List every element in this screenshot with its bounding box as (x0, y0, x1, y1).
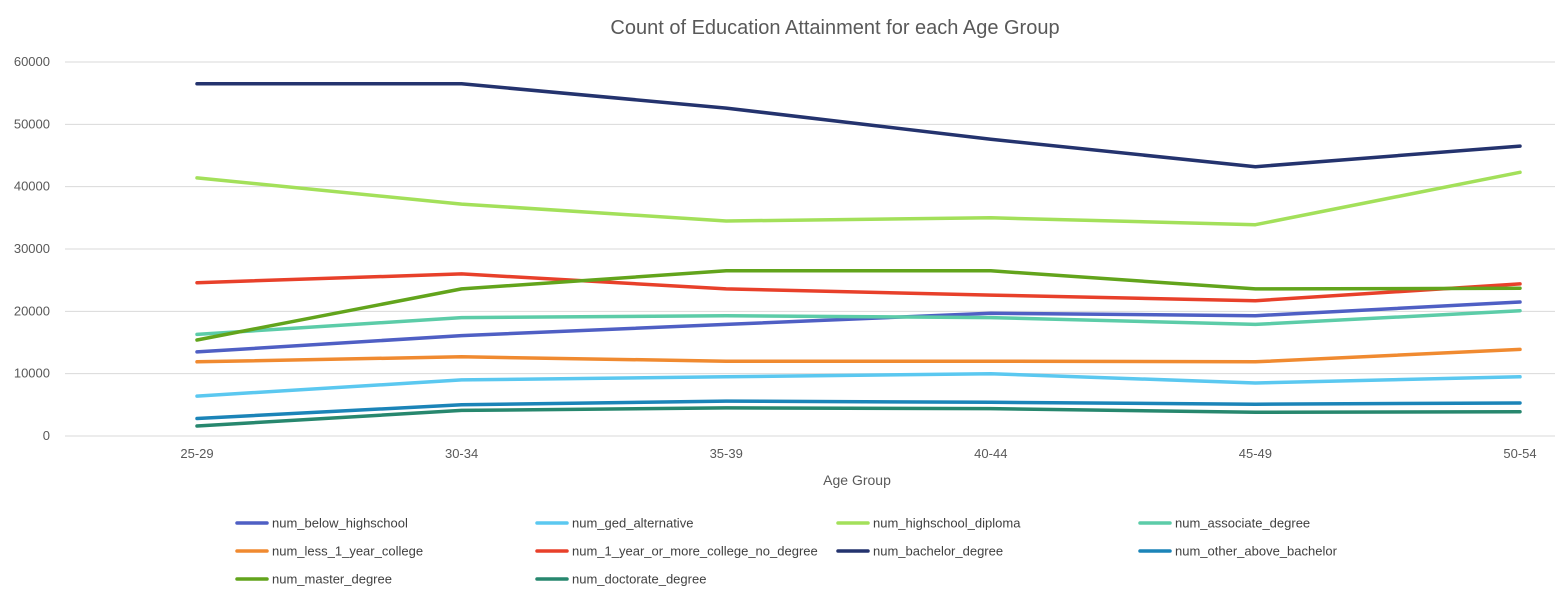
series-line-num-less-1-year-college (195, 347, 1522, 364)
y-axis-ticks: 0 10000 20000 30000 40000 50000 60000 (14, 54, 50, 443)
legend-item: num_1_year_or_more_college_no_degree (535, 544, 818, 559)
x-axis-label: Age Group (823, 472, 891, 488)
legend-label: num_below_highschool (272, 516, 408, 531)
x-tick-label: 30-34 (445, 446, 478, 461)
legend-label: num_less_1_year_college (272, 544, 423, 559)
y-tick-label: 50000 (14, 116, 50, 131)
series-line-num-master-degree (195, 269, 1522, 342)
legend: num_below_highschool num_ged_alternative n… (235, 516, 1338, 587)
legend-label: num_doctorate_degree (572, 572, 706, 587)
legend-item: num_below_highschool (235, 516, 408, 531)
x-tick-label: 35-39 (710, 446, 743, 461)
legend-item: num_doctorate_degree (535, 572, 706, 587)
x-tick-label: 45-49 (1239, 446, 1272, 461)
series-line-num-associate-degree (195, 308, 1522, 337)
legend-item: num_bachelor_degree (836, 544, 1003, 559)
series-line-num-1-year-or-more-college-no-degree (195, 272, 1522, 303)
legend-label: num_associate_degree (1175, 516, 1310, 531)
series-line-num-ged-alternative (195, 371, 1522, 398)
series-line-num-other-above-bachelor (195, 399, 1522, 421)
legend-label: num_master_degree (272, 572, 392, 587)
legend-label: num_ged_alternative (572, 516, 693, 531)
chart-title: Count of Education Attainment for each A… (610, 17, 1059, 39)
legend-label: num_highschool_diploma (873, 516, 1021, 531)
x-tick-label: 25-29 (180, 446, 213, 461)
y-tick-label: 60000 (14, 54, 50, 69)
legend-item: num_associate_degree (1138, 516, 1310, 531)
legend-label: num_1_year_or_more_college_no_degree (572, 544, 818, 559)
legend-item: num_master_degree (235, 572, 392, 587)
x-tick-label: 50-54 (1503, 446, 1536, 461)
y-tick-label: 10000 (14, 366, 50, 381)
legend-item: num_ged_alternative (535, 516, 693, 531)
x-tick-label: 40-44 (974, 446, 1007, 461)
y-tick-label: 0 (43, 428, 50, 443)
series-line-num-doctorate-degree (195, 406, 1522, 428)
legend-item: num_other_above_bachelor (1138, 544, 1338, 559)
x-axis-ticks: 25-29 30-34 35-39 40-44 45-49 50-54 (180, 446, 1536, 461)
series-line-num-below-highschool (195, 300, 1522, 354)
y-tick-label: 20000 (14, 303, 50, 318)
series-line-num-bachelor-degree (195, 82, 1522, 169)
legend-label: num_bachelor_degree (873, 544, 1003, 559)
legend-item: num_highschool_diploma (836, 516, 1021, 531)
legend-label: num_other_above_bachelor (1175, 544, 1338, 559)
series-lines (195, 82, 1522, 428)
legend-item: num_less_1_year_college (235, 544, 423, 559)
gridlines (65, 61, 1555, 437)
y-tick-label: 30000 (14, 241, 50, 256)
y-tick-label: 40000 (14, 179, 50, 194)
series-line-num-highschool-diploma (195, 170, 1522, 227)
